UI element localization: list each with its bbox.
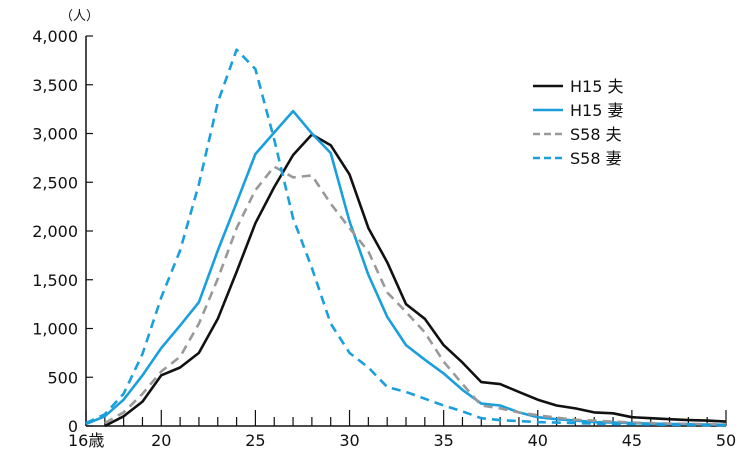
x-tick-label: 35 (433, 431, 453, 450)
y-tick-label: 2,500 (32, 173, 78, 192)
series-line-1 (104, 133, 727, 428)
legend-label-4: S58 妻 (570, 149, 622, 168)
y-axis-unit-label: （人） (60, 9, 99, 24)
series-line-2 (85, 109, 727, 427)
y-tick-label: 1,000 (32, 320, 78, 339)
y-tick-label: 1,500 (32, 271, 78, 290)
y-tick-label: 4,000 (32, 27, 78, 46)
legend: H15 夫 H15 妻 S58 夫 S58 妻 (533, 77, 623, 168)
legend-label-3: S58 夫 (570, 125, 622, 144)
x-tick-label: 50 (716, 431, 736, 450)
x-tick-label: 16歳 (68, 431, 104, 450)
x-tick-label: 40 (528, 431, 548, 450)
series-layer (85, 48, 727, 428)
y-tick-label: 0 (68, 417, 78, 436)
legend-label-1: H15 夫 (570, 77, 623, 96)
y-tick-label: 2,000 (32, 222, 78, 241)
axes: 0 500 1,000 1,500 2,000 2,500 3,000 3,500 4,000 1… (32, 27, 736, 450)
series-line-3 (104, 165, 727, 426)
x-tick-label: 20 (151, 431, 171, 450)
y-tick-label: 3,500 (32, 76, 78, 95)
x-tick-label: 25 (245, 431, 265, 450)
legend-label-2: H15 妻 (570, 101, 623, 120)
y-tick-label: 500 (47, 368, 78, 387)
x-tick-label: 45 (622, 431, 642, 450)
x-tick-label: 30 (339, 431, 359, 450)
series-line-4 (85, 48, 727, 427)
y-tick-label: 3,000 (32, 125, 78, 144)
